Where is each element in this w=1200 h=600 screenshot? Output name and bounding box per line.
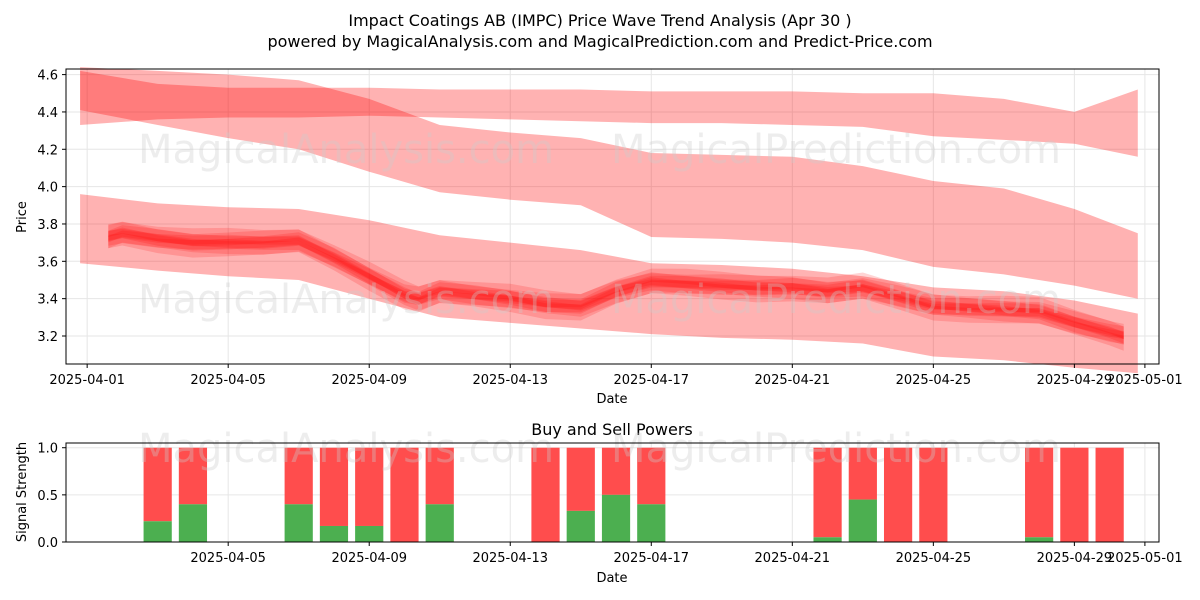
price-ribbon-layer bbox=[108, 233, 1124, 340]
price-ribbon bbox=[108, 221, 1124, 351]
sell-power-bar bbox=[531, 447, 560, 542]
buy-power-bar bbox=[355, 525, 384, 542]
price-x-tick-label: 2025-04-01 bbox=[49, 373, 125, 388]
buy-power-bar bbox=[566, 510, 595, 542]
price-x-tick-label: 2025-04-13 bbox=[472, 373, 548, 388]
sell-power-bar bbox=[143, 447, 172, 522]
band-upper-wave bbox=[80, 67, 1138, 299]
signal-y-tick-label: 0.5 bbox=[37, 489, 58, 504]
price-y-axis-title: Price bbox=[15, 201, 30, 233]
watermark-signal-prediction: MagicalPrediction.com bbox=[611, 426, 1061, 472]
sell-power-bar bbox=[566, 447, 595, 511]
signal-chart-title: Buy and Sell Powers bbox=[531, 420, 693, 439]
price-y-tick-label: 4.0 bbox=[37, 181, 58, 196]
price-x-tick-label: 2025-04-09 bbox=[331, 373, 407, 388]
signal-x-tick-label: 2025-04-13 bbox=[472, 551, 548, 566]
signal-y-tick-label: 1.0 bbox=[37, 442, 58, 457]
sell-power-bar bbox=[1025, 447, 1054, 538]
sell-power-bar bbox=[284, 447, 313, 505]
buy-power-bar bbox=[178, 504, 208, 542]
signal-x-axis: 2025-04-05 2025-04-09 2025-04-13 2025-04-17… bbox=[190, 542, 1183, 566]
buy-power-bar bbox=[848, 499, 877, 542]
buy-power-bar bbox=[319, 525, 349, 542]
sell-power-bar bbox=[1060, 447, 1089, 542]
price-ribbon-layer bbox=[108, 228, 1124, 344]
price-x-axis: 2025-04-01 2025-04-05 2025-04-09 2025-04-13… bbox=[49, 364, 1183, 388]
buy-power-bar bbox=[425, 504, 454, 542]
buy-power-bar bbox=[637, 504, 666, 542]
signal-x-tick-label: 2025-04-29 bbox=[1037, 551, 1113, 566]
price-grid bbox=[66, 69, 1159, 364]
signal-chart: Buy and Sell Powers MagicalAnalysis.com … bbox=[15, 420, 1183, 586]
signal-y-axis-title: Signal Strength bbox=[15, 442, 30, 542]
buy-power-bar bbox=[813, 537, 842, 542]
signal-plot-frame bbox=[65, 442, 1160, 543]
buy-power-bar bbox=[601, 494, 631, 542]
watermark-signal-analysis: MagicalAnalysis.com bbox=[138, 426, 554, 472]
price-wave-bands bbox=[80, 67, 1138, 374]
price-x-axis-title: Date bbox=[596, 392, 627, 407]
sell-power-bar bbox=[637, 447, 666, 505]
watermark-prediction-2: MagicalPrediction.com bbox=[611, 277, 1061, 323]
figure-subtitle: powered by MagicalAnalysis.com and Magic… bbox=[267, 32, 932, 51]
sell-power-bar bbox=[355, 447, 384, 526]
signal-x-tick-label: 2025-04-25 bbox=[896, 551, 972, 566]
figure-title: Impact Coatings AB (IMPC) Price Wave Tre… bbox=[348, 11, 851, 30]
sell-power-bar bbox=[813, 447, 842, 538]
price-x-tick-label: 2025-05-01 bbox=[1107, 373, 1183, 388]
price-x-tick-label: 2025-04-21 bbox=[755, 373, 831, 388]
signal-x-tick-label: 2025-05-01 bbox=[1107, 551, 1183, 566]
price-ribbon-layer bbox=[108, 230, 1124, 340]
price-plot-frame bbox=[65, 68, 1160, 365]
buy-power-bar bbox=[284, 504, 313, 542]
buy-power-bar bbox=[143, 521, 172, 542]
signal-bars bbox=[143, 447, 1124, 542]
sell-power-bar bbox=[425, 447, 454, 505]
price-x-tick-label: 2025-04-25 bbox=[896, 373, 972, 388]
signal-x-tick-label: 2025-04-05 bbox=[190, 551, 266, 566]
signal-x-axis-title: Date bbox=[596, 571, 627, 586]
price-x-tick-label: 2025-04-29 bbox=[1037, 373, 1113, 388]
price-x-tick-label: 2025-04-05 bbox=[190, 373, 266, 388]
price-x-tick-label: 2025-04-17 bbox=[614, 373, 690, 388]
signal-x-tick-label: 2025-04-09 bbox=[331, 551, 407, 566]
price-y-tick-label: 3.8 bbox=[37, 218, 58, 233]
band-top-flat-wave bbox=[80, 70, 1138, 157]
signal-x-tick-label: 2025-04-17 bbox=[614, 551, 690, 566]
signal-x-tick-label: 2025-04-21 bbox=[755, 551, 831, 566]
price-y-tick-label: 4.4 bbox=[37, 106, 58, 121]
watermark-prediction: MagicalPrediction.com bbox=[611, 127, 1061, 173]
signal-y-axis: 0.0 0.5 1.0 bbox=[37, 442, 66, 551]
price-chart: MagicalAnalysis.com MagicalPrediction.co… bbox=[15, 67, 1183, 407]
price-y-tick-label: 3.2 bbox=[37, 330, 58, 345]
price-ribbon-layer bbox=[108, 222, 1124, 351]
buy-power-bar bbox=[1025, 537, 1054, 542]
signal-y-tick-label: 0.0 bbox=[37, 536, 58, 551]
sell-power-bar bbox=[319, 447, 349, 526]
band-lower-wave bbox=[80, 194, 1138, 374]
price-y-tick-label: 3.6 bbox=[37, 255, 58, 270]
price-y-tick-label: 4.2 bbox=[37, 143, 58, 158]
price-ribbon-layer bbox=[108, 221, 1124, 345]
sell-power-bar bbox=[848, 447, 877, 500]
price-y-tick-label: 3.4 bbox=[37, 293, 58, 308]
price-y-tick-label: 4.6 bbox=[37, 69, 58, 84]
sell-power-bar bbox=[883, 447, 913, 542]
sell-power-bar bbox=[178, 447, 208, 505]
price-watermarks: MagicalAnalysis.com MagicalPrediction.co… bbox=[138, 127, 1061, 323]
watermark-analysis-2: MagicalAnalysis.com bbox=[138, 277, 554, 323]
price-y-axis: 3.2 3.4 3.6 3.8 4.0 4.2 4.4 4.6 bbox=[37, 69, 66, 345]
sell-power-bar bbox=[601, 447, 631, 495]
sell-power-bar bbox=[1095, 447, 1124, 542]
sell-power-bar bbox=[919, 447, 948, 542]
price-ribbon-layer bbox=[108, 225, 1124, 344]
sell-power-bar bbox=[390, 447, 419, 542]
watermark-analysis: MagicalAnalysis.com bbox=[138, 127, 554, 173]
